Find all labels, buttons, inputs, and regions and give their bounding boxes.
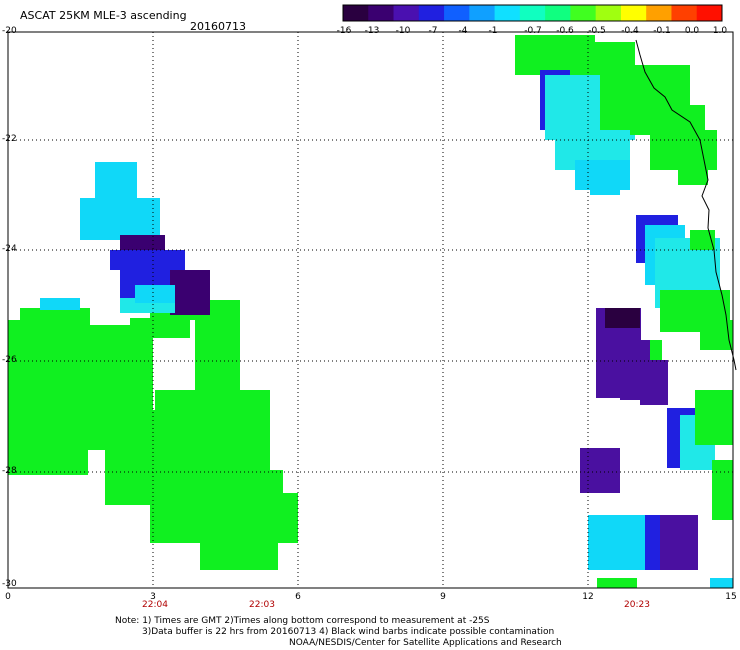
- swath-cell: [195, 310, 240, 405]
- swath-cell: [590, 170, 620, 195]
- colorbar-swatch: [671, 5, 698, 21]
- time-label: 22:04: [142, 600, 168, 610]
- note-line-1: Note: 1) Times are GMT 2)Times along bot…: [115, 616, 490, 626]
- time-label: 20:23: [624, 600, 650, 610]
- swath-cell: [588, 515, 645, 570]
- swath-cell: [8, 440, 48, 475]
- swath-cell: [130, 318, 190, 338]
- x-tick-label: 12: [582, 592, 594, 602]
- colorbar-label: -13: [364, 26, 380, 36]
- colorbar-label: -10: [395, 26, 411, 36]
- colorbar-swatch: [393, 5, 420, 21]
- swath-cell: [580, 448, 620, 493]
- colorbar-swatch: [469, 5, 496, 21]
- colorbar-swatch: [620, 5, 647, 21]
- colorbar-label: -0.4: [621, 26, 639, 36]
- colorbar-swatch: [595, 5, 622, 21]
- note-line-3: NOAA/NESDIS/Center for Satellite Applica…: [289, 638, 562, 648]
- colorbar-label: -0.5: [588, 26, 606, 36]
- colorbar-label: -0.6: [556, 26, 574, 36]
- time-label: 22:03: [249, 600, 275, 610]
- y-tick-label: -30: [2, 579, 17, 589]
- colorbar-swatch: [494, 5, 521, 21]
- swath-cell: [210, 300, 240, 320]
- x-tick-label: 0: [5, 592, 11, 602]
- colorbar-label: -0.1: [653, 26, 671, 36]
- title: ASCAT 25KM MLE-3 ascending: [20, 9, 187, 22]
- swath-cell: [40, 298, 80, 310]
- x-tick-label: 15: [725, 592, 737, 602]
- colorbar-label: 0.0: [684, 26, 700, 36]
- swath-cell: [678, 160, 708, 185]
- colorbar-swatch: [519, 5, 546, 21]
- colorbar-frame: [342, 4, 723, 22]
- swath-cell: [95, 162, 137, 202]
- swath-cell: [150, 480, 265, 495]
- colorbar-label: -7: [428, 26, 438, 36]
- x-tick-label: 6: [295, 592, 301, 602]
- y-tick-label: -22: [2, 134, 17, 144]
- colorbar-swatch: [545, 5, 571, 21]
- wind-swath-data: [8, 35, 733, 588]
- swath-cell: [712, 460, 733, 520]
- note-line-2: 3)Data buffer is 22 hrs from 20160713 4)…: [142, 627, 555, 637]
- colorbar-swatch: [570, 5, 597, 21]
- colorbar-swatch: [368, 5, 395, 21]
- colorbar-swatch: [418, 5, 445, 21]
- swath-cell: [20, 308, 90, 328]
- y-tick-label: -20: [2, 26, 17, 36]
- y-tick-label: -28: [2, 466, 17, 476]
- swath-cell: [135, 285, 175, 303]
- colorbar-label: -0.7: [524, 26, 542, 36]
- colorbar-label: -4: [458, 26, 468, 36]
- swath-cell: [690, 230, 715, 250]
- swath-cell: [265, 470, 283, 510]
- coastline: [635, 39, 737, 371]
- swath-cell: [170, 270, 210, 315]
- colorbar-label: -16: [336, 26, 352, 36]
- x-tick-label: 3: [150, 592, 156, 602]
- swath-cell: [105, 410, 155, 505]
- y-tick-label: -26: [2, 355, 17, 365]
- colorbar-label: -1: [488, 26, 498, 36]
- plot-frame: [7, 31, 734, 589]
- swath-cell: [80, 198, 160, 238]
- y-tick-label: -24: [2, 244, 17, 254]
- swath-cell: [695, 390, 733, 445]
- colorbar-label: 1.0: [712, 26, 728, 36]
- colorbar-swatch: [696, 5, 723, 21]
- swath-cell: [660, 515, 698, 570]
- swath-cell: [710, 578, 733, 588]
- colorbar: [342, 4, 723, 22]
- swath-cell: [650, 340, 662, 360]
- swath-cell: [605, 308, 640, 328]
- colorbar-swatch: [343, 5, 369, 21]
- swath-cell: [597, 578, 637, 588]
- colorbar-swatch: [444, 5, 470, 21]
- swath-cell: [60, 420, 105, 450]
- x-tick-label: 9: [440, 592, 446, 602]
- swath-cell: [200, 540, 278, 570]
- colorbar-swatch: [646, 5, 672, 21]
- grid-lines: [8, 32, 733, 588]
- swath-cell: [640, 360, 668, 405]
- swath-cell: [80, 232, 120, 240]
- swath-cell: [110, 250, 185, 270]
- date-label: 20160713: [190, 20, 246, 33]
